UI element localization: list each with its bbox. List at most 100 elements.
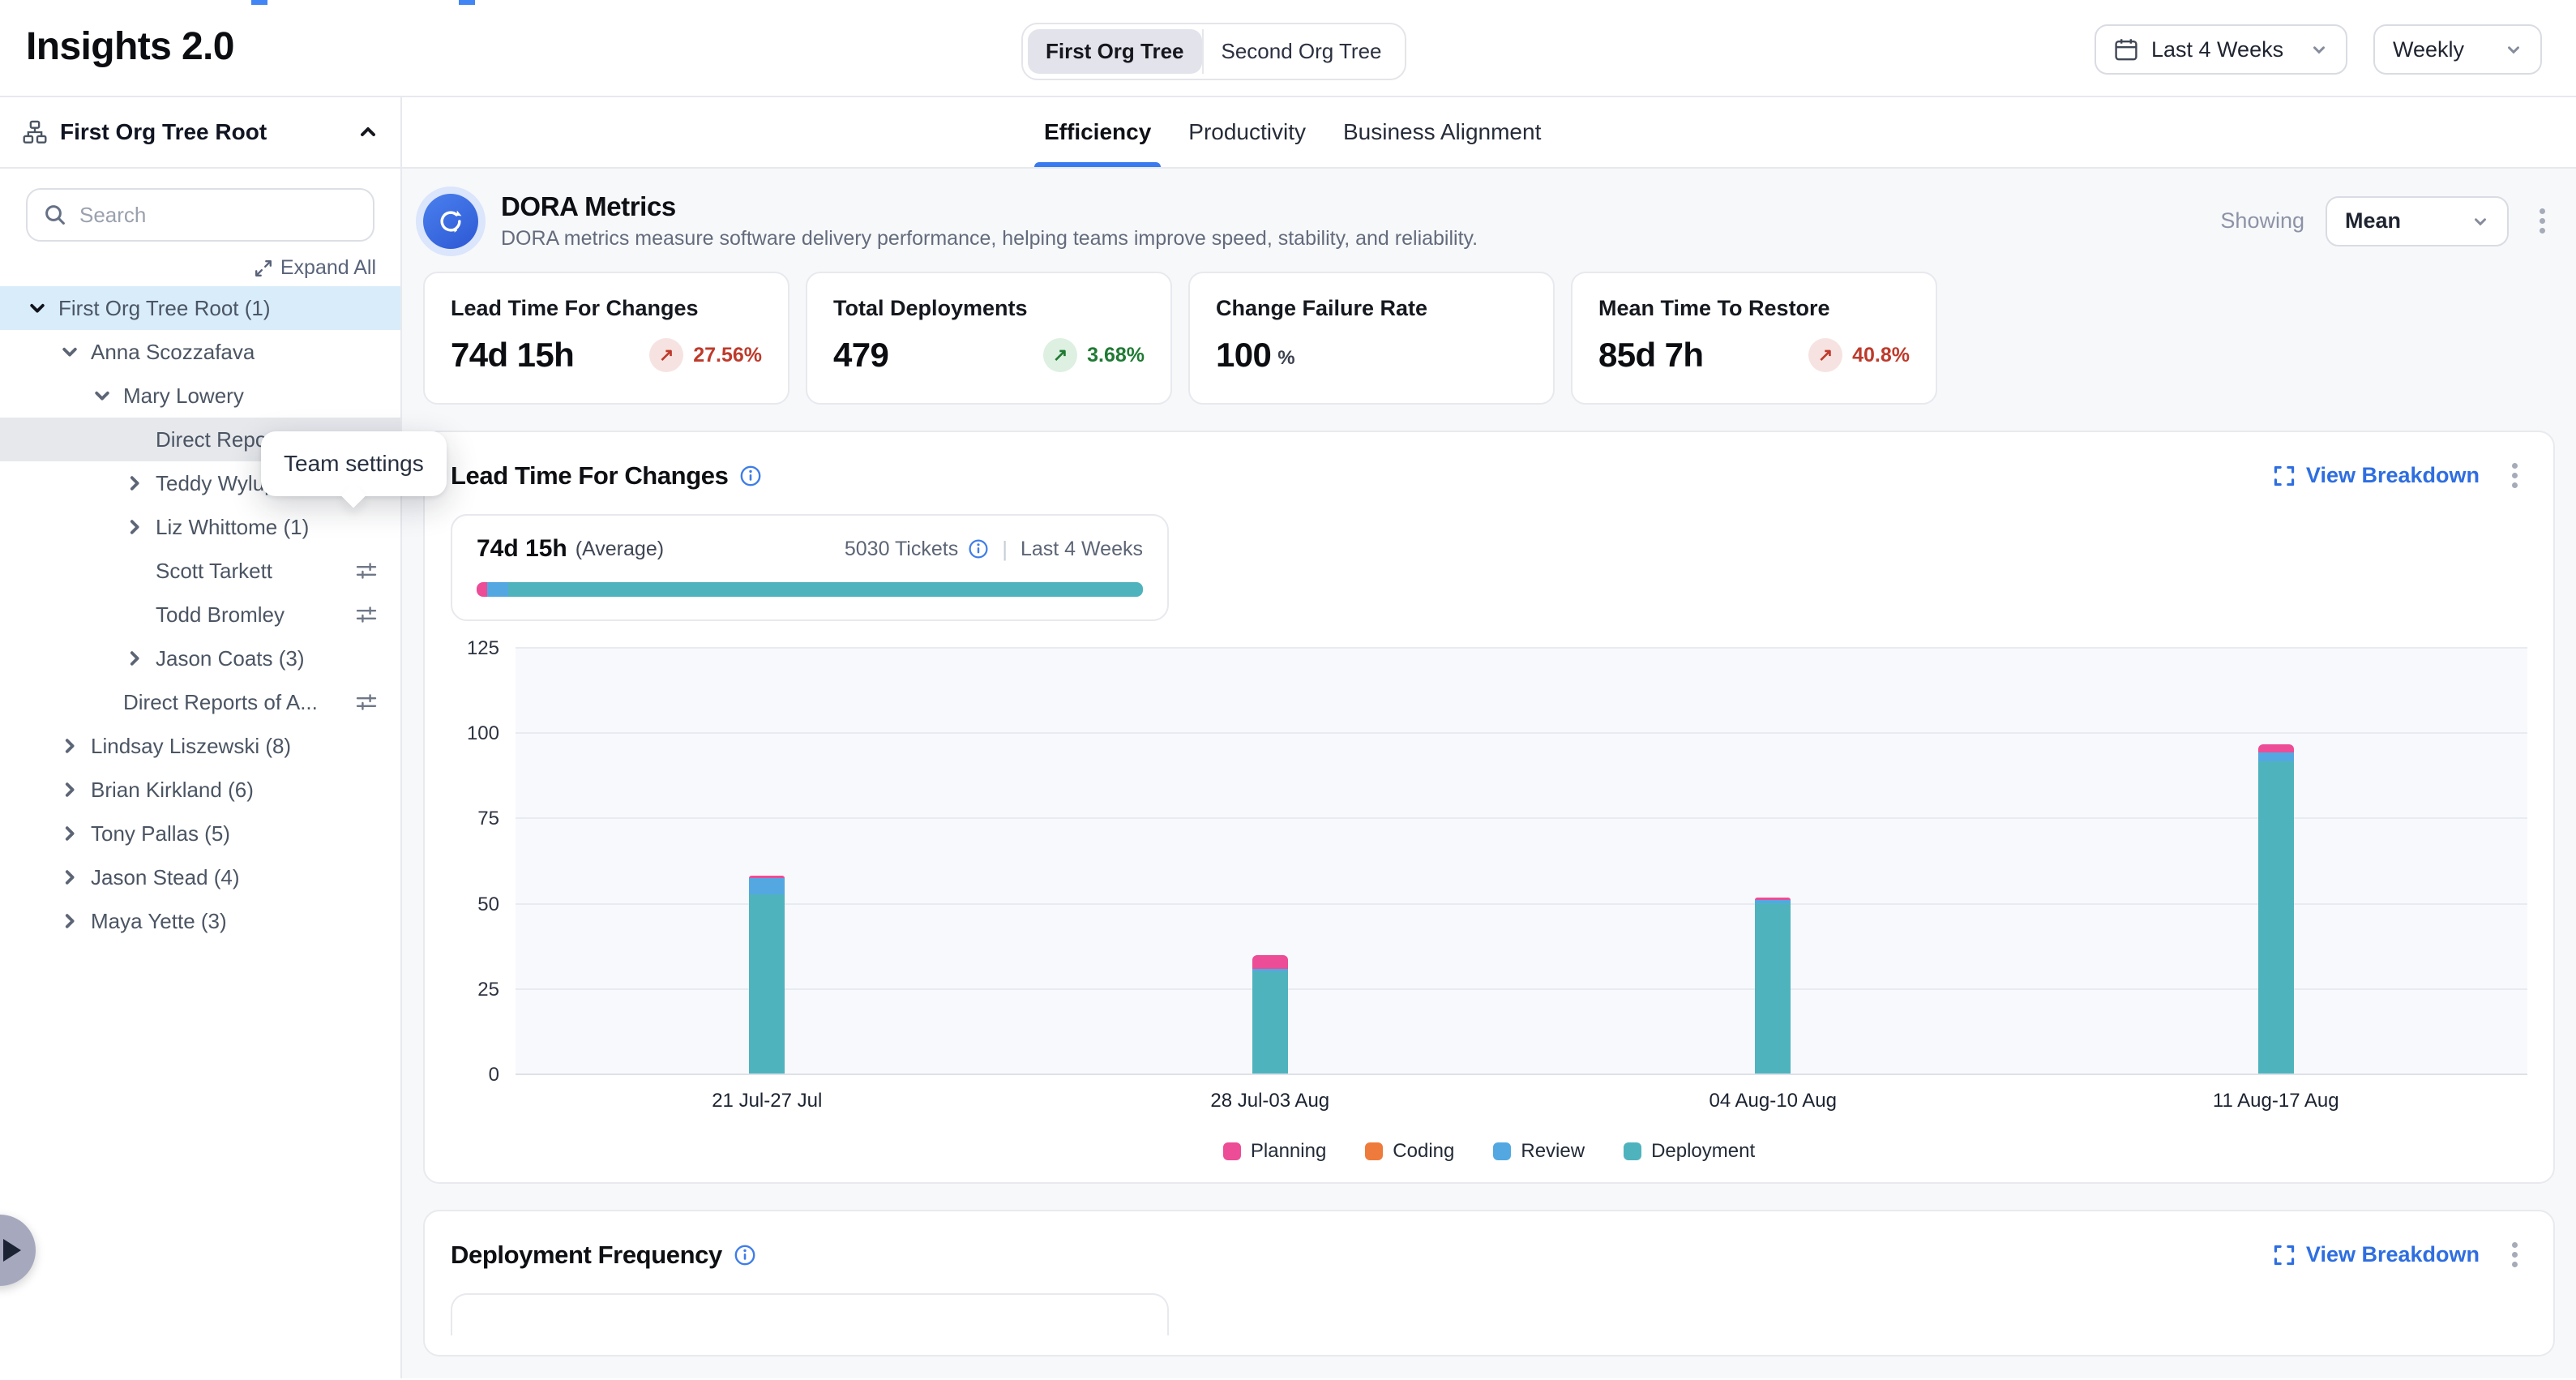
metric-card-title: Lead Time For Changes (451, 296, 699, 320)
dora-menu-button[interactable] (2530, 202, 2555, 240)
aggregation-select[interactable]: Mean (2326, 195, 2509, 246)
tree-item[interactable]: Todd Bromley (0, 593, 400, 636)
stacked-bar[interactable] (1755, 897, 1791, 1074)
legend-swatch (1624, 1142, 1642, 1160)
tree-item-label: Tony Pallas (5) (91, 821, 230, 846)
legend-swatch (1222, 1142, 1241, 1160)
tree-item-label: Mary Lowery (123, 383, 244, 408)
view-breakdown-link[interactable]: View Breakdown (2274, 463, 2480, 488)
content-scroll-area[interactable]: DORA Metrics DORA metrics measure softwa… (402, 169, 2576, 1378)
chevron-right-icon[interactable] (120, 517, 149, 537)
info-icon[interactable] (734, 1244, 756, 1266)
metric-card-title: Change Failure Rate (1216, 296, 1428, 320)
lead-time-menu-button[interactable] (2502, 456, 2527, 495)
sidebar-title: First Org Tree Root (60, 119, 267, 144)
chevron-right-icon[interactable] (55, 736, 84, 756)
stacked-bar[interactable] (749, 875, 785, 1074)
chevron-right-icon[interactable] (55, 780, 84, 799)
org-toggle-option[interactable]: First Org Tree (1028, 29, 1202, 74)
info-icon[interactable] (739, 465, 762, 487)
date-range-value: Last 4 Weeks (2151, 36, 2284, 62)
org-tree-icon (23, 120, 47, 144)
chevron-down-icon[interactable] (55, 342, 84, 362)
top-edge-artifact (251, 0, 267, 5)
tree-item[interactable]: Tony Pallas (5) (0, 812, 400, 855)
summary-tickets: 5030 Tickets (844, 537, 959, 560)
legend-item-deployment[interactable]: Deployment (1624, 1140, 1755, 1163)
y-tick-label: 75 (477, 808, 499, 830)
trend-badge: ↗ 40.8% (1808, 338, 1910, 372)
tree-item-label: Brian Kirkland (6) (91, 777, 254, 802)
deployment-frequency-menu-button[interactable] (2502, 1236, 2527, 1274)
chevron-right-icon[interactable] (55, 824, 84, 843)
tree-item[interactable]: Liz Whittome (1) (0, 505, 400, 549)
lead-time-panel: Lead Time For Changes View Breakdown (423, 431, 2555, 1184)
metric-card-value: 479 (833, 336, 889, 374)
chart-legend: Planning Coding Review Deployment (451, 1140, 2527, 1163)
metric-card-unit: % (1277, 347, 1295, 369)
tree-item[interactable]: Jason Stead (4) (0, 855, 400, 899)
team-settings-icon[interactable] (355, 559, 378, 582)
chevron-right-icon[interactable] (55, 868, 84, 887)
collapse-sidebar-button[interactable] (358, 122, 378, 142)
tab-business-alignment[interactable]: Business Alignment (1343, 119, 1542, 144)
tree-item[interactable]: Direct Reports of A... (0, 680, 400, 724)
info-icon[interactable] (968, 538, 989, 559)
tree-item[interactable]: Maya Yette (3) (0, 899, 400, 943)
legend-swatch (1493, 1142, 1512, 1160)
view-breakdown-link[interactable]: View Breakdown (2274, 1242, 2480, 1267)
chevron-right-icon[interactable] (55, 911, 84, 931)
chevron-right-icon[interactable] (120, 474, 149, 493)
summary-qualifier: (Average) (575, 537, 665, 560)
legend-item-planning[interactable]: Planning (1222, 1140, 1326, 1163)
bar-segment-planning (1252, 955, 1288, 970)
stacked-bar[interactable] (1252, 955, 1288, 1074)
tab-efficiency[interactable]: Efficiency (1033, 97, 1162, 167)
tab-productivity[interactable]: Productivity (1188, 119, 1306, 144)
x-tick-label: 04 Aug-10 Aug (1709, 1090, 1837, 1112)
tree-item[interactable]: Jason Coats (3) (0, 636, 400, 680)
sidebar-header: First Org Tree Root (0, 97, 400, 169)
aggregation-value: Mean (2345, 208, 2402, 233)
trend-badge: ↗ 3.68% (1043, 338, 1145, 372)
bar-segment-deployment (2257, 761, 2294, 1074)
phase-segment-review (487, 582, 509, 597)
lead-time-panel-title: Lead Time For Changes (451, 461, 729, 490)
chevron-down-icon[interactable] (88, 386, 117, 405)
legend-item-coding[interactable]: Coding (1365, 1140, 1454, 1163)
tree-item[interactable]: Mary Lowery (0, 374, 400, 418)
tree-item[interactable]: Teddy Wylupski (2) (0, 461, 400, 505)
bar-segment-review (2257, 752, 2294, 761)
deployment-frequency-title: Deployment Frequency (451, 1240, 722, 1269)
legend-item-review[interactable]: Review (1493, 1140, 1585, 1163)
y-tick-label: 50 (477, 893, 499, 915)
date-range-select[interactable]: Last 4 Weeks (2095, 24, 2347, 75)
legend-swatch (1365, 1142, 1384, 1160)
tree-item[interactable]: Scott Tarkett (0, 549, 400, 593)
tree-item-label: Anna Scozzafava (91, 339, 255, 364)
expand-all-button[interactable]: Expand All (0, 256, 376, 280)
search-input[interactable] (79, 202, 357, 228)
gridline (516, 732, 2527, 735)
search-icon (44, 204, 66, 226)
summary-value: 74d 15h (477, 535, 567, 562)
team-settings-icon[interactable] (355, 603, 378, 626)
search-box[interactable] (26, 188, 374, 242)
tree-item[interactable]: First Org Tree Root (1) (0, 286, 400, 330)
gridline (516, 902, 2527, 905)
tree-item[interactable]: Lindsay Liszewski (8) (0, 724, 400, 768)
tree-item[interactable]: Brian Kirkland (6) (0, 768, 400, 812)
top-edge-artifact (459, 0, 475, 5)
org-tree-toggle[interactable]: First Org Tree Second Org Tree (1021, 23, 1406, 80)
tree-item[interactable]: Anna Scozzafava (0, 330, 400, 374)
trend-percent: 27.56% (693, 343, 762, 366)
stacked-bar[interactable] (2257, 744, 2294, 1074)
team-settings-icon[interactable] (355, 691, 378, 714)
chevron-down-icon[interactable] (23, 298, 52, 318)
phase-segment-deployment (508, 582, 1143, 597)
org-toggle-option[interactable]: Second Org Tree (1201, 29, 1400, 74)
chevron-right-icon[interactable] (120, 649, 149, 668)
phase-distribution-bar (477, 582, 1143, 597)
granularity-select[interactable]: Weekly (2373, 24, 2542, 75)
app-title: Insights 2.0 (26, 25, 234, 68)
